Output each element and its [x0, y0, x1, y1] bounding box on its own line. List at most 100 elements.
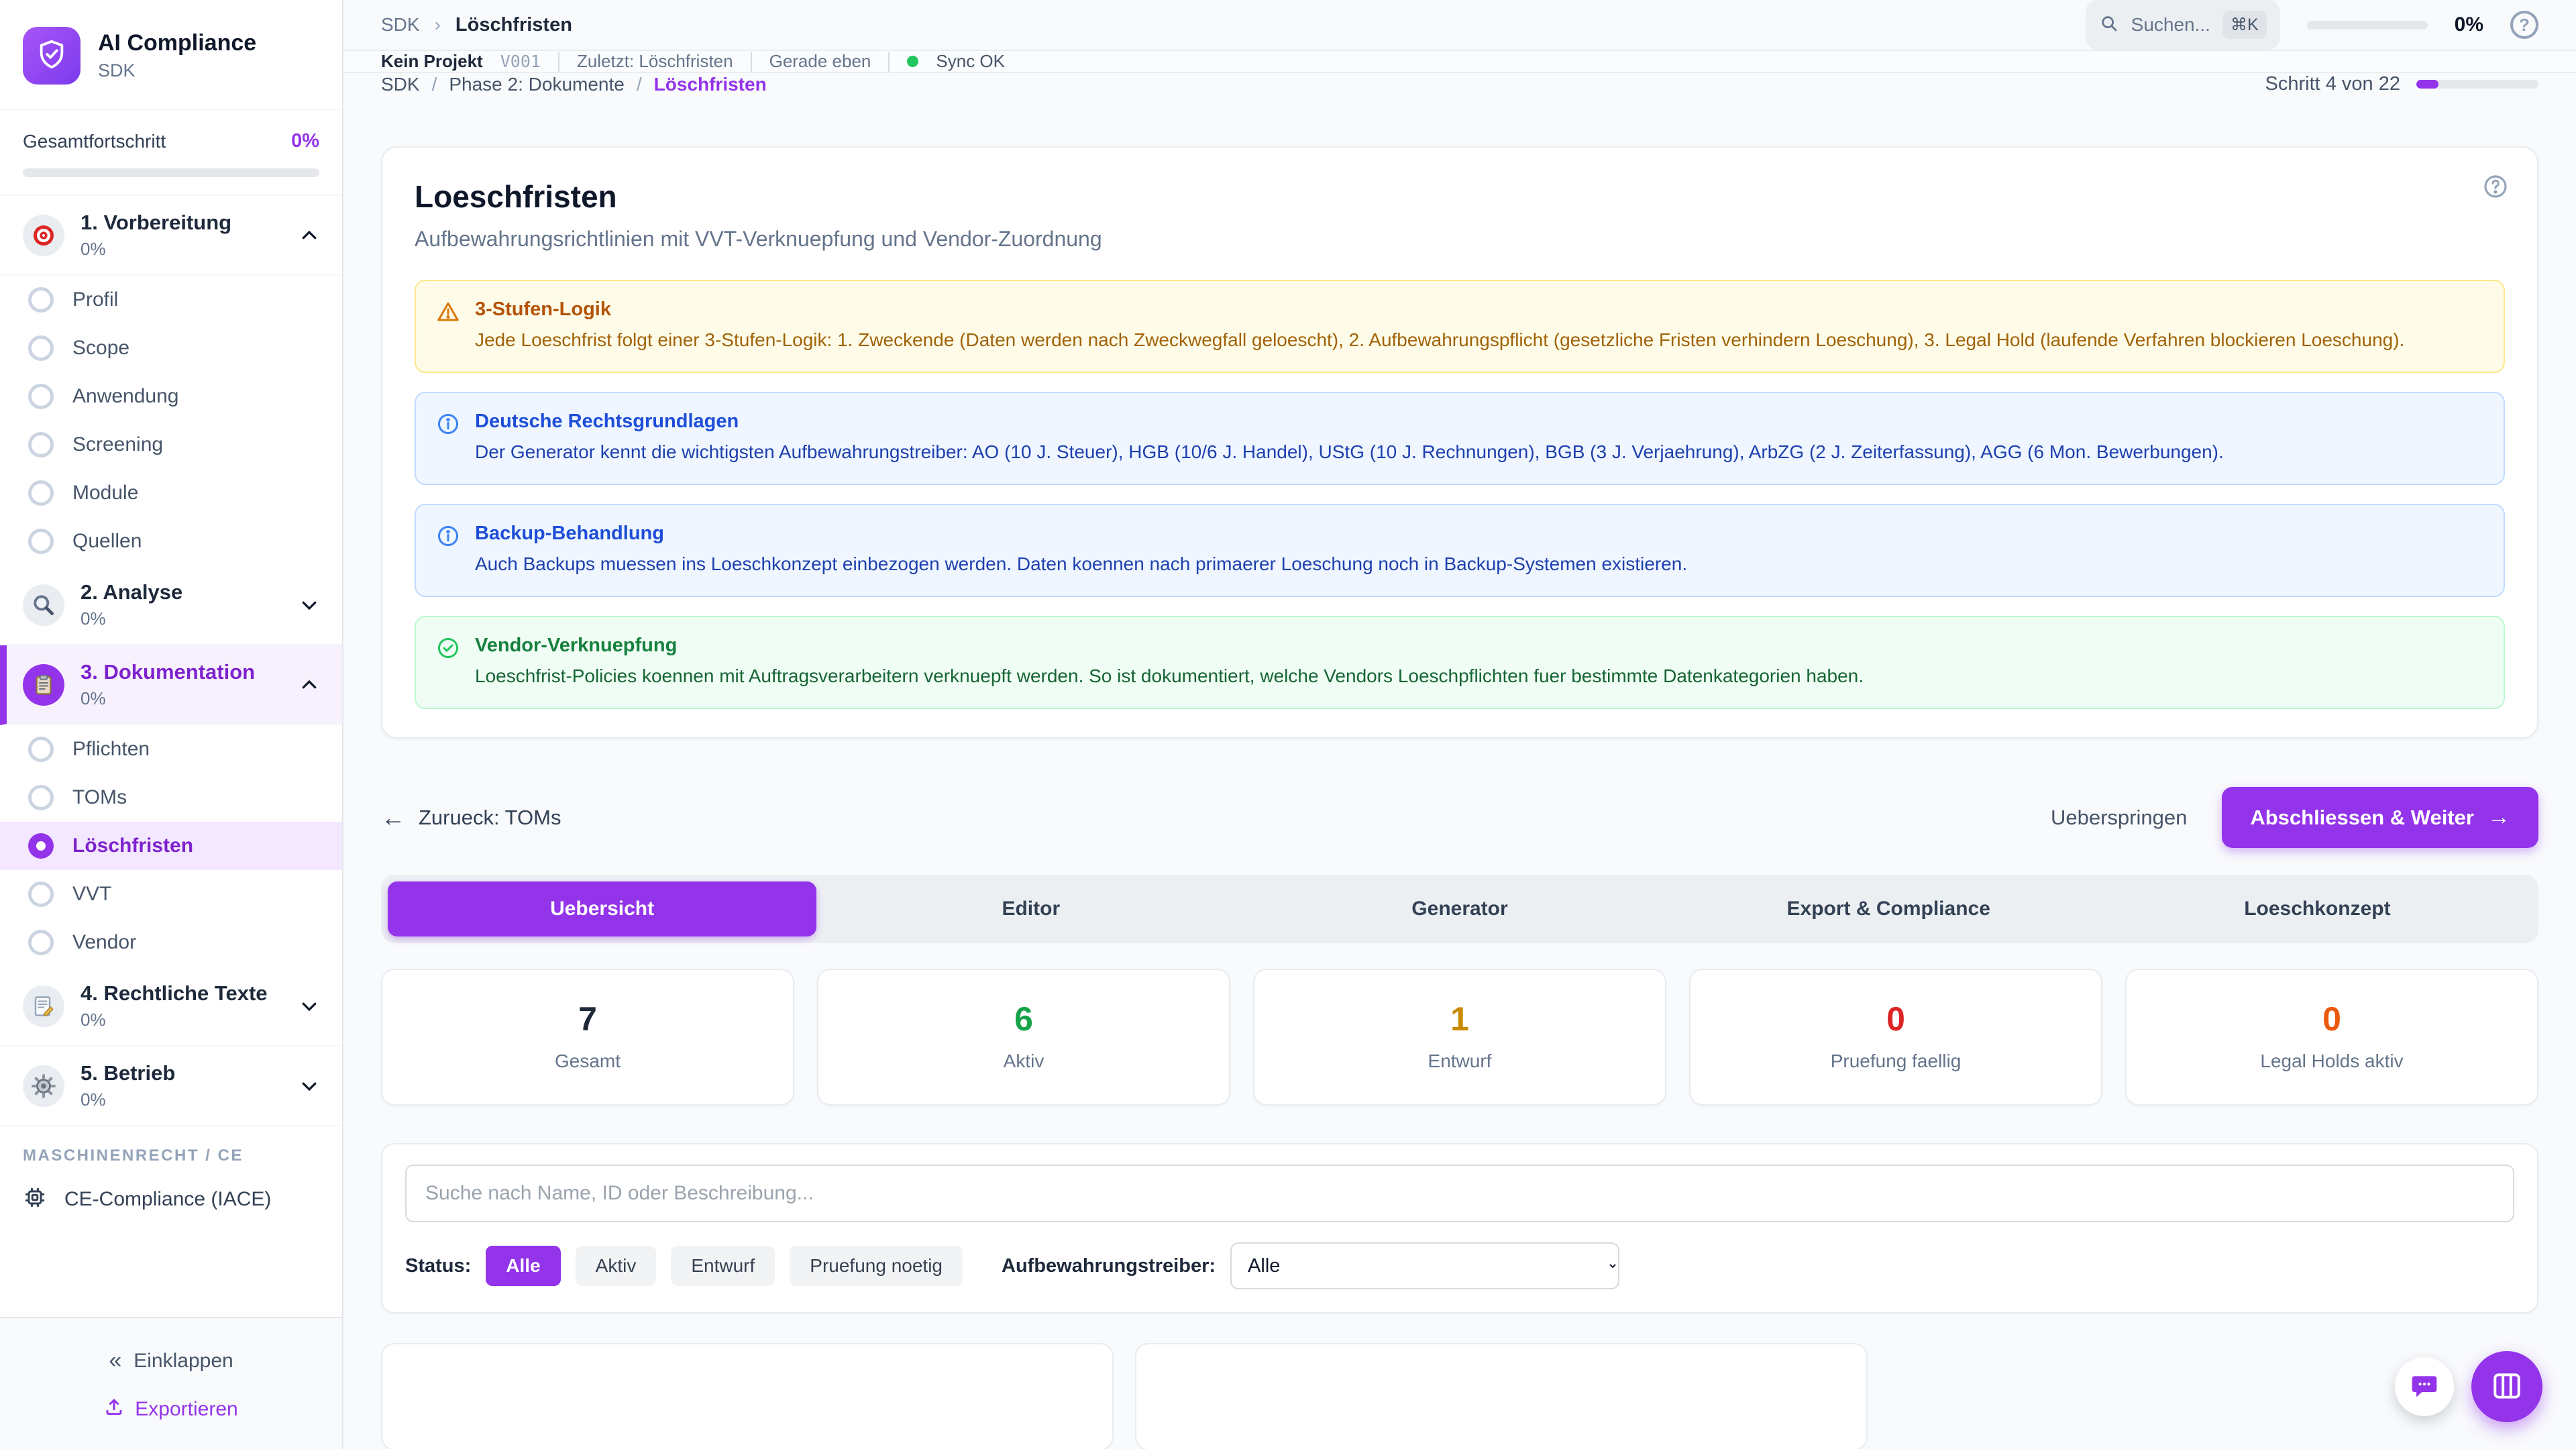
alert-title: Deutsche Rechtsgrundlagen [475, 411, 739, 432]
sidebar-phase-vorbereitung[interactable]: 1. Vorbereitung 0% [0, 196, 342, 276]
alert-title: Vendor-Verknuepfung [475, 635, 678, 656]
chat-button[interactable] [2395, 1357, 2454, 1416]
shield-check-icon [36, 39, 67, 73]
status-filter-aktiv[interactable]: Aktiv [575, 1246, 657, 1286]
sidebar-item-profil[interactable]: Profil [0, 276, 342, 324]
breadcrumb-phase2[interactable]: Phase 2: Dokumente [449, 73, 625, 95]
tab-export-compliance[interactable]: Export & Compliance [1786, 898, 1990, 920]
tab-loeschkonzept[interactable]: Loeschkonzept [2244, 898, 2391, 920]
phase-list: 1. Vorbereitung 0% Profil Scope Anwendun… [0, 196, 342, 1317]
alert-vendor-verknuepfung: Vendor-Verknuepfung Loeschfrist-Policies… [415, 616, 2505, 709]
sidebar-item-vendor[interactable]: Vendor [0, 918, 342, 967]
radio-icon [28, 737, 54, 762]
stat-card-aktiv: 6 Aktiv [817, 969, 1230, 1106]
chevron-right-icon: › [434, 14, 441, 35]
policy-card[interactable] [381, 1343, 1114, 1449]
info-circle-icon [436, 524, 460, 578]
overall-progress-value: 0% [291, 130, 319, 152]
phase-label: 4. Rechtliche Texte [80, 981, 268, 1005]
phase-percent: 0% [80, 239, 106, 259]
breadcrumb: SDK / Phase 2: Dokumente / Löschfristen [381, 74, 767, 95]
sidebar-item-quellen[interactable]: Quellen [0, 517, 342, 566]
phase-label: 1. Vorbereitung [80, 211, 232, 234]
app-title: AI Compliance [98, 30, 257, 56]
overall-progress-label: Gesamtfortschritt [23, 130, 166, 152]
page-header-card: Loeschfristen Aufbewahrungsrichtlinien m… [381, 146, 2538, 739]
radio-icon [28, 384, 54, 409]
sidebar-item-anwendung[interactable]: Anwendung [0, 372, 342, 421]
chevron-down-icon [299, 996, 319, 1016]
stat-card-legal-holds: 0 Legal Holds aktiv [2125, 969, 2538, 1106]
radio-icon [28, 529, 54, 554]
global-search-button[interactable]: Suchen... ⌘K [2085, 0, 2280, 50]
topbar-breadcrumb: SDK › Löschfristen [381, 14, 572, 36]
radio-icon [28, 480, 54, 506]
alert-body: Der Generator kennt die wichtigsten Aufb… [475, 441, 2224, 462]
driver-filter-select[interactable]: Alle [1230, 1242, 1620, 1289]
sidebar-item-module[interactable]: Module [0, 469, 342, 517]
alert-list: 3-Stufen-Logik Jede Loeschfrist folgt ei… [415, 280, 2505, 709]
alert-body: Loeschfrist-Policies koennen mit Auftrag… [475, 665, 1864, 686]
stat-value: 1 [1450, 1000, 1469, 1038]
stat-cards: 7 Gesamt 6 Aktiv 1 Entwurf 0 Pruefung fa… [381, 969, 2538, 1106]
radio-icon [28, 335, 54, 361]
tab-generator[interactable]: Generator [1411, 898, 1508, 920]
collapse-sidebar-button[interactable]: « Einklappen [109, 1348, 233, 1373]
double-chevron-left-icon: « [109, 1348, 122, 1373]
filter-card: Status: Alle Aktiv Entwurf Pruefung noet… [381, 1143, 2538, 1313]
version-badge: V001 [500, 52, 541, 71]
driver-filter-label: Aufbewahrungstreiber: [1002, 1254, 1216, 1277]
sidebar-section-maschinenrecht: MASCHINENRECHT / CE [23, 1146, 244, 1165]
info-circle-icon [436, 412, 460, 466]
sidebar-phase-analyse[interactable]: 2. Analyse 0% [0, 566, 342, 645]
sidebar-phase-dokumentation[interactable]: 3. Dokumentation 0% [0, 645, 342, 725]
complete-next-button[interactable]: Abschliessen & Weiter → [2222, 787, 2538, 848]
topbar: SDK › Löschfristen Suchen... ⌘K 0% ? [343, 0, 2576, 51]
sidebar-item-pflichten[interactable]: Pflichten [0, 725, 342, 773]
floating-buttons [2395, 1351, 2542, 1422]
page-title: Loeschfristen [415, 179, 617, 214]
overall-progress-bar [23, 168, 319, 177]
tab-uebersicht[interactable]: Uebersicht [388, 881, 817, 936]
breadcrumb-root[interactable]: SDK [381, 14, 420, 35]
export-button[interactable]: Exportieren [0, 1383, 342, 1425]
status-filter-pruefung-noetig[interactable]: Pruefung noetig [790, 1246, 963, 1286]
keyboard-shortcut-badge: ⌘K [2222, 11, 2267, 39]
stat-label: Pruefung faellig [1830, 1051, 1962, 1071]
status-bar: Kein Projekt V001 Zuletzt: Löschfristen … [343, 51, 2576, 73]
status-filter-entwurf[interactable]: Entwurf [671, 1246, 775, 1286]
sidebar-phase-betrieb[interactable]: 5. Betrieb 0% [0, 1046, 342, 1126]
columns-board-button[interactable] [2471, 1351, 2542, 1422]
skip-button[interactable]: Ueberspringen [2050, 805, 2188, 829]
stat-label: Aktiv [1003, 1051, 1044, 1071]
help-circle-icon[interactable] [2482, 173, 2509, 203]
phase-percent: 0% [80, 1089, 106, 1110]
sidebar-item-loeschfristen[interactable]: Löschfristen [0, 822, 342, 870]
sidebar-item-vvt[interactable]: VVT [0, 870, 342, 918]
phase-percent: 0% [80, 608, 106, 629]
sidebar-item-scope[interactable]: Scope [0, 324, 342, 372]
status-filter-alle[interactable]: Alle [486, 1246, 561, 1286]
sidebar-item-ce-compliance[interactable]: CE-Compliance (IACE) [0, 1175, 342, 1230]
breadcrumb-current: Löschfristen [455, 13, 572, 36]
back-button[interactable]: ← Zurueck: TOMs [381, 803, 561, 831]
cpu-chip-icon [23, 1185, 47, 1213]
policy-search-input[interactable] [405, 1165, 2514, 1222]
help-icon[interactable]: ? [2510, 11, 2538, 39]
chevron-down-icon [299, 1076, 319, 1096]
breadcrumb-sdk[interactable]: SDK [381, 73, 420, 95]
divider: / [636, 73, 642, 95]
sidebar-item-toms[interactable]: TOMs [0, 773, 342, 822]
app-subtitle: SDK [98, 60, 136, 80]
radio-selected-icon [28, 833, 54, 859]
warning-triangle-icon [436, 300, 460, 354]
columns-board-icon [2490, 1369, 2524, 1405]
step-progress: Schritt 4 von 22 [2265, 73, 2538, 95]
sidebar-item-screening[interactable]: Screening [0, 421, 342, 469]
clipboard-icon [23, 663, 64, 706]
sidebar-phase-rechtliche-texte[interactable]: 4. Rechtliche Texte 0% [0, 967, 342, 1046]
tab-editor[interactable]: Editor [1002, 898, 1061, 920]
filter-row: Status: Alle Aktiv Entwurf Pruefung noet… [405, 1242, 2514, 1289]
policy-card[interactable] [1135, 1343, 1868, 1449]
stat-card-entwurf: 1 Entwurf [1253, 969, 1666, 1106]
